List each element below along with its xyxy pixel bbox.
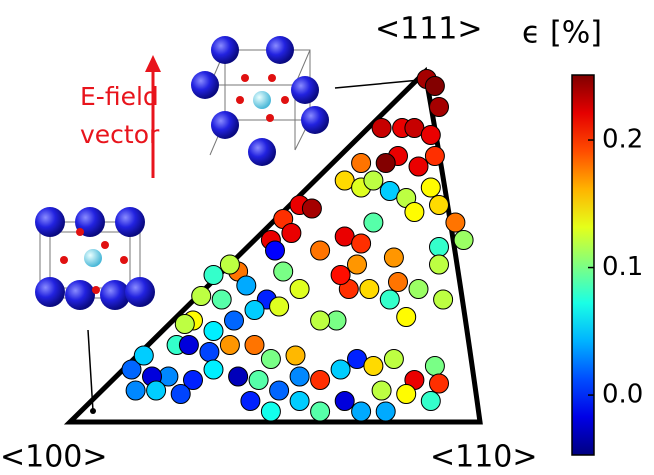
marker-dot [90, 408, 96, 414]
data-point [352, 234, 371, 253]
data-point [430, 374, 449, 393]
crystal-tetragonal [35, 207, 155, 310]
corner-label: <110> [430, 440, 538, 475]
data-point [290, 367, 309, 386]
data-point [204, 266, 223, 285]
data-point [290, 392, 309, 411]
data-point [179, 336, 198, 355]
data-point [384, 350, 403, 369]
corner-label: <100> [0, 440, 108, 475]
data-point [311, 241, 330, 260]
figure: E-field vector <111> <100> <110> ϵ [%] 0… [0, 0, 654, 475]
data-point [225, 311, 244, 330]
data-point [446, 213, 465, 232]
data-point [409, 280, 428, 299]
data-point [212, 290, 231, 309]
data-point [389, 273, 408, 292]
data-point [352, 402, 371, 421]
data-point [134, 346, 153, 365]
data-point [405, 203, 424, 222]
data-point [425, 147, 444, 166]
data-point [311, 371, 330, 390]
data-point [282, 224, 301, 243]
data-point [372, 119, 391, 138]
data-point [430, 255, 449, 274]
data-point [220, 336, 239, 355]
data-point [204, 360, 223, 379]
data-point [397, 308, 416, 327]
colorbar-label: ϵ [%] [522, 16, 602, 51]
colorbar-tick-label: 0.2 [602, 125, 643, 155]
arrow-head [145, 55, 161, 72]
data-point [335, 392, 354, 411]
colorbar-tick-label: 0.1 [602, 252, 643, 282]
data-point [126, 381, 145, 400]
data-point [175, 315, 194, 334]
annotation: vector [80, 120, 160, 149]
data-point [192, 287, 211, 306]
data-point [261, 350, 280, 369]
points [122, 70, 473, 422]
data-point [286, 346, 305, 365]
data-point [409, 157, 428, 176]
data-point [270, 297, 289, 316]
data-point [348, 255, 367, 274]
corner-label: <111> [375, 12, 483, 47]
data-point [220, 255, 239, 274]
data-point [376, 154, 395, 173]
data-point [454, 231, 473, 250]
data-point [352, 154, 371, 173]
crystal-cubic [191, 36, 329, 166]
data-point [372, 381, 391, 400]
data-point [241, 392, 260, 411]
data-point [311, 311, 330, 330]
data-point [360, 280, 379, 299]
data-point [430, 238, 449, 257]
data-point [364, 357, 383, 376]
data-point [200, 343, 219, 362]
data-point [421, 392, 440, 411]
data-point [270, 381, 289, 400]
colorbar-scale [572, 75, 594, 455]
data-point [421, 178, 440, 197]
data-point [237, 276, 256, 295]
data-point [430, 98, 449, 117]
data-point [311, 402, 330, 421]
data-point [266, 241, 285, 260]
data-point [331, 266, 350, 285]
data-point [261, 402, 280, 421]
data-point [376, 402, 395, 421]
data-point [147, 381, 166, 400]
colorbar: 0.0 0.1 0.2 [572, 75, 643, 455]
data-point [171, 385, 190, 404]
annotation: E-field [80, 82, 159, 111]
data-point [245, 301, 264, 320]
colorbar-tick-label: 0.0 [602, 380, 643, 410]
data-point [245, 336, 264, 355]
data-point [204, 322, 223, 341]
data-point [331, 360, 350, 379]
data-point [290, 280, 309, 299]
data-point [384, 248, 403, 267]
data-point [434, 290, 453, 309]
data-point [430, 196, 449, 215]
data-point [421, 126, 440, 145]
data-point [274, 262, 293, 281]
data-point [397, 385, 416, 404]
data-point [380, 290, 399, 309]
data-point [425, 357, 444, 376]
data-point [364, 213, 383, 232]
data-point [249, 371, 268, 390]
data-point [425, 77, 444, 96]
data-point [364, 171, 383, 190]
data-point [229, 367, 248, 386]
data-point [302, 199, 321, 218]
